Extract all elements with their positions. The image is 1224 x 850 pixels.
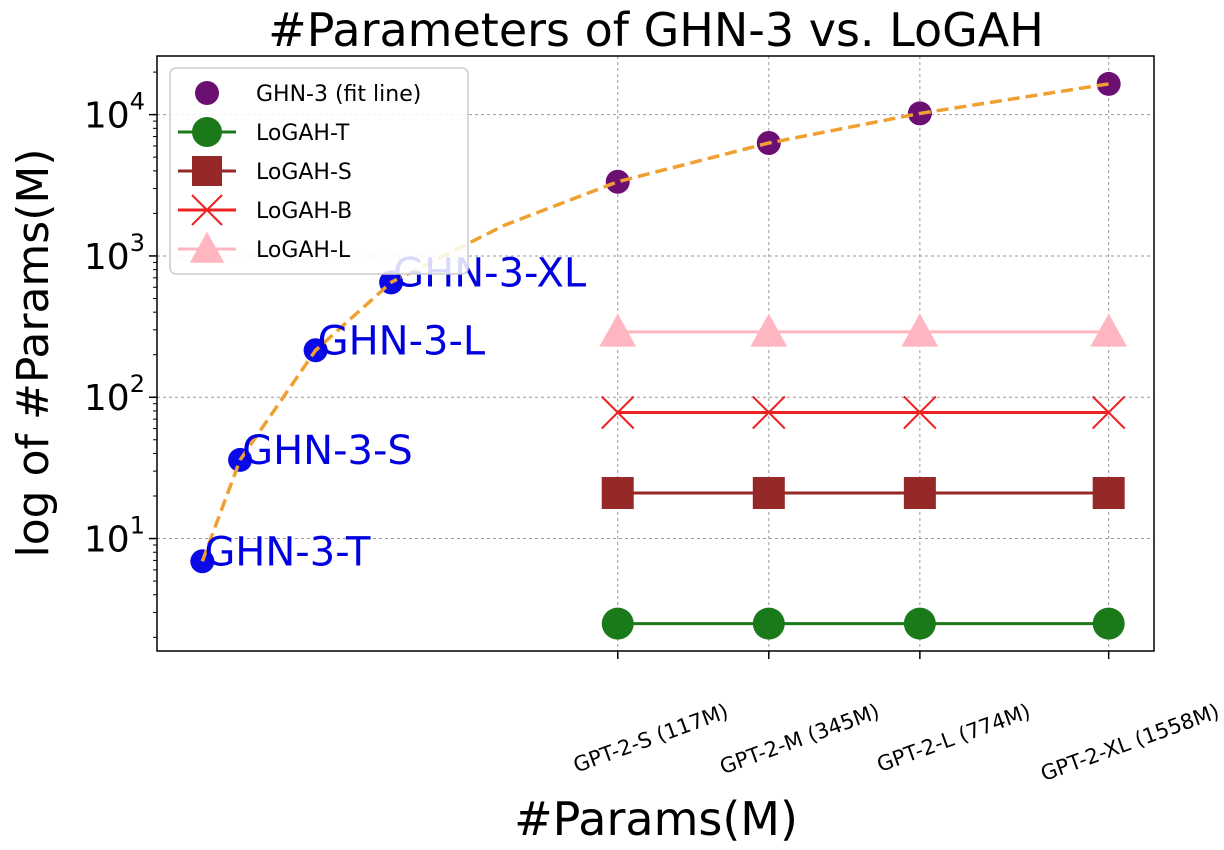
legend-label: LoGAH-T	[256, 121, 350, 146]
x-marker-stroke	[752, 395, 786, 430]
y-tick-exponent: 3	[130, 229, 145, 257]
chart-title: #Parameters of GHN-3 vs. LoGAH	[268, 3, 1044, 57]
legend-marker	[192, 156, 222, 186]
series-layer	[190, 71, 1128, 640]
logah-b-point	[752, 395, 786, 430]
y-tick-base: 10	[84, 237, 130, 278]
y-tick-base: 10	[84, 520, 130, 561]
logah-s-point	[903, 477, 936, 510]
legend-marker	[189, 231, 225, 263]
ghn-fit-line	[200, 82, 1109, 562]
x-tick-label: GPT-2-S (117M)	[570, 699, 731, 777]
plot-frame	[156, 55, 1155, 652]
legend-marker	[192, 117, 222, 147]
y-axis-label: log of #Params(M)	[8, 149, 59, 558]
logah-b-point	[601, 395, 635, 430]
y-tick-exponent: 2	[130, 370, 145, 398]
logah-s-point	[752, 477, 785, 510]
ghn-model-label: GHN-3-S	[242, 428, 413, 474]
logah-l-point	[1090, 313, 1128, 347]
legend-label: GHN-3 (fit line)	[256, 82, 421, 107]
legend-label: LoGAH-L	[256, 238, 351, 263]
logah-t-point	[601, 607, 634, 640]
legend: GHN-3 (fit line) LoGAH-T LoGAH-S LoGAH-B LoG…	[169, 67, 469, 275]
legend-marker	[191, 194, 223, 226]
x-axis-label: #Params(M)	[514, 792, 798, 846]
x-marker-stroke	[191, 194, 223, 226]
y-tick-label: 103	[84, 229, 145, 278]
y-tick-label: 102	[84, 370, 145, 419]
logah-s-point	[601, 477, 634, 510]
ghn-model-label: GHN-3-L	[318, 318, 486, 364]
legend-box	[169, 67, 469, 275]
legend-label: LoGAH-B	[256, 199, 352, 224]
logah-b-point	[903, 395, 937, 430]
grid	[157, 56, 1154, 651]
x-axis-ticks: GPT-2-S (117M)GPT-2-M (345M)GPT-2-L (774…	[570, 651, 1222, 786]
logah-b-point	[1091, 395, 1126, 430]
y-tick-exponent: 4	[130, 88, 145, 116]
logah-t-point	[752, 607, 785, 640]
x-marker-stroke	[1091, 395, 1126, 430]
logah-l-point	[750, 313, 788, 347]
x-marker-stroke	[903, 395, 937, 430]
legend-entry: LoGAH-L	[178, 231, 351, 263]
logah-t-point	[903, 607, 936, 640]
y-tick-exponent: 1	[130, 512, 145, 540]
logah-t-point	[1092, 607, 1125, 640]
legend-entry: GHN-3 (fit line)	[195, 81, 421, 107]
legend-marker	[195, 81, 219, 105]
x-tick-label: GPT-2-XL (1558M)	[1038, 699, 1223, 786]
legend-entry: LoGAH-T	[178, 117, 350, 147]
x-marker-stroke	[601, 395, 635, 430]
ghn-model-label: GHN-3-T	[204, 529, 371, 575]
legend-entry: LoGAH-S	[178, 156, 352, 186]
x-tick-label: GPT-2-M (345M)	[717, 699, 883, 779]
y-tick-base: 10	[84, 96, 130, 137]
x-tick-label: GPT-2-L (774M)	[874, 699, 1034, 777]
ghn-fit-point	[1096, 71, 1121, 96]
logah-s-point	[1092, 477, 1125, 510]
legend-entry: LoGAH-B	[178, 194, 352, 226]
y-tick-label: 104	[84, 88, 145, 137]
logah-l-point	[599, 313, 637, 347]
ghn-fit-point	[605, 169, 630, 194]
logah-l-point	[901, 313, 939, 347]
legend-label: LoGAH-S	[256, 160, 352, 185]
y-tick-base: 10	[84, 378, 130, 419]
y-tick-label: 101	[84, 512, 145, 561]
